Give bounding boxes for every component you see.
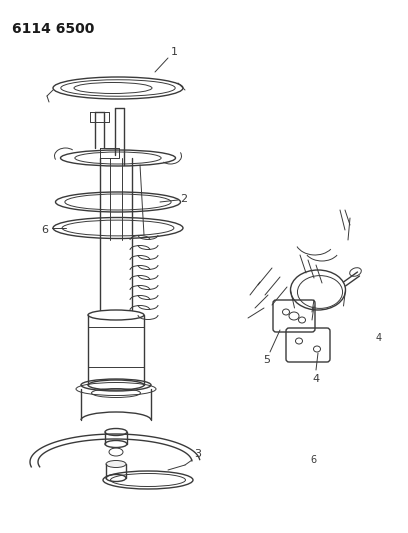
- Text: 6: 6: [310, 455, 316, 465]
- Text: 6114 6500: 6114 6500: [12, 22, 94, 36]
- Text: 1: 1: [171, 47, 178, 57]
- Text: 2: 2: [180, 194, 187, 204]
- Text: 5: 5: [264, 355, 271, 365]
- Text: 4: 4: [313, 374, 319, 384]
- Text: 4: 4: [376, 333, 382, 343]
- Text: 6: 6: [41, 225, 48, 235]
- Ellipse shape: [106, 461, 126, 467]
- Text: 3: 3: [194, 449, 201, 459]
